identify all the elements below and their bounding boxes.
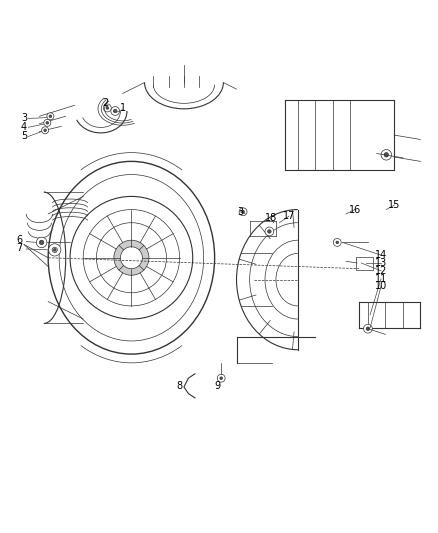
Circle shape (336, 241, 339, 244)
Circle shape (220, 377, 223, 379)
Circle shape (366, 327, 370, 330)
Text: 7: 7 (17, 243, 23, 253)
Circle shape (333, 238, 341, 246)
Text: 16: 16 (349, 205, 361, 215)
Text: 1: 1 (120, 103, 126, 113)
Circle shape (44, 129, 46, 132)
Circle shape (268, 230, 271, 233)
Circle shape (39, 240, 44, 245)
Text: 4: 4 (21, 122, 27, 132)
Circle shape (265, 227, 274, 236)
Text: 13: 13 (375, 258, 387, 268)
Circle shape (103, 104, 111, 112)
Circle shape (364, 324, 372, 333)
Circle shape (113, 109, 117, 113)
Circle shape (53, 248, 56, 251)
Text: 3: 3 (21, 114, 27, 124)
Text: 11: 11 (375, 274, 387, 284)
Text: 12: 12 (375, 266, 387, 276)
Circle shape (106, 107, 109, 109)
Text: 15: 15 (388, 200, 400, 210)
Circle shape (242, 211, 244, 213)
Circle shape (36, 237, 47, 248)
Circle shape (44, 119, 51, 126)
Circle shape (114, 240, 149, 275)
Text: 9: 9 (215, 381, 221, 391)
Circle shape (381, 150, 392, 160)
Circle shape (111, 107, 120, 115)
Circle shape (42, 127, 49, 134)
Circle shape (384, 152, 389, 157)
FancyBboxPatch shape (356, 257, 373, 270)
Circle shape (49, 115, 52, 118)
Text: 14: 14 (375, 250, 387, 260)
Text: 2: 2 (102, 98, 108, 108)
Circle shape (46, 122, 49, 124)
Text: 10: 10 (375, 281, 387, 291)
Circle shape (47, 113, 54, 120)
Text: 6: 6 (17, 235, 23, 245)
Circle shape (217, 374, 225, 382)
Circle shape (52, 247, 57, 253)
Circle shape (239, 208, 247, 216)
Circle shape (120, 247, 142, 269)
Circle shape (49, 244, 61, 256)
Text: 17: 17 (283, 211, 295, 221)
Text: 8: 8 (177, 381, 183, 391)
Text: 5: 5 (21, 132, 27, 141)
Text: 3: 3 (237, 207, 243, 217)
Text: 18: 18 (265, 213, 277, 223)
